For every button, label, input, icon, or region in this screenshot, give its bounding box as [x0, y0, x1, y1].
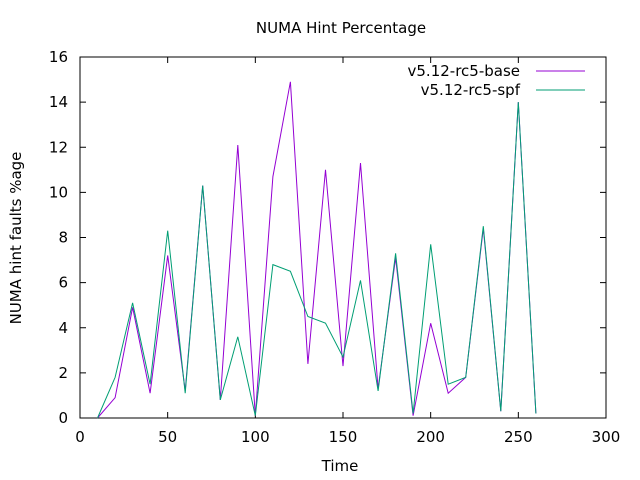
x-axis-label: Time: [321, 457, 359, 475]
x-tick-label: 150: [329, 428, 358, 446]
chart-title: NUMA Hint Percentage: [256, 19, 426, 37]
series-line-2: [97, 102, 537, 419]
y-tick-label: 2: [58, 364, 68, 382]
x-tick-label: 0: [75, 428, 85, 446]
x-tick-label: 200: [416, 428, 445, 446]
x-tick-label: 250: [504, 428, 533, 446]
y-tick-label: 10: [49, 183, 68, 201]
y-tick-label: 8: [58, 229, 68, 247]
series-line-1: [97, 81, 537, 419]
y-tick-label: 4: [58, 319, 68, 337]
legend-label-1: v5.12-rc5-base: [408, 62, 521, 80]
y-tick-label: 6: [58, 274, 68, 292]
y-tick-label: 12: [49, 138, 68, 156]
plot-area: 0 50 100 150 200 250 300 0 2 4 6 8 10 12 14 16: [49, 48, 620, 446]
x-tick-label: 50: [158, 428, 177, 446]
y-tick-label: 0: [58, 409, 68, 427]
legend-label-2: v5.12-rc5-spf: [421, 81, 521, 99]
y-tick-label: 16: [49, 48, 68, 66]
x-tick-label: 100: [241, 428, 270, 446]
y-tick-label: 14: [49, 93, 68, 111]
x-tick-label: 300: [592, 428, 621, 446]
y-axis-label: NUMA hint faults %age: [7, 152, 25, 325]
